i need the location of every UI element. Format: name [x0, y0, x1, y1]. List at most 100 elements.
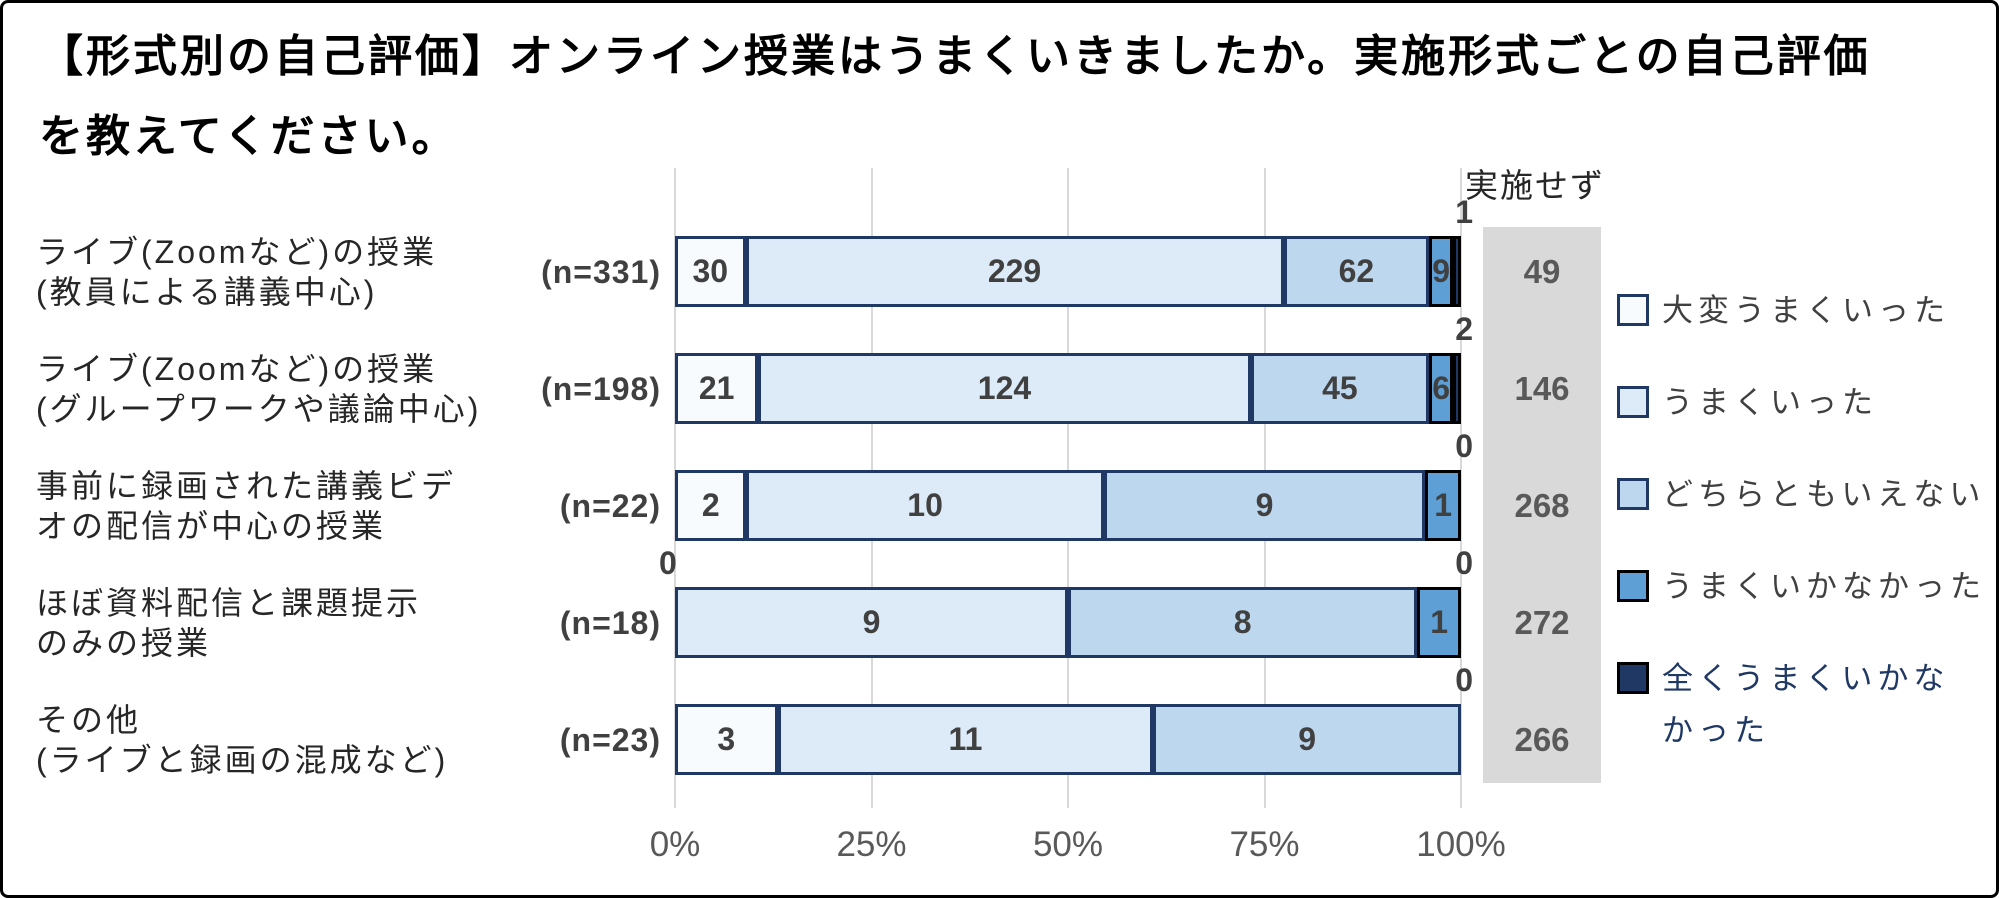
category-label-1: ライブ(Zoomなど)の授業 (教員による講義中心) (n=331)	[36, 232, 661, 312]
legend-item-2: うまくいった	[1617, 377, 1878, 429]
segment-value: 3	[717, 721, 736, 757]
callout-value-right: 0	[1455, 662, 1473, 698]
category-label-5: その他 (ライブと録画の混成など) (n=23)	[36, 700, 661, 780]
not-implemented-value: 146	[1514, 369, 1570, 407]
segment-value: 21	[698, 370, 735, 406]
bar-segment: 10	[746, 470, 1104, 541]
chart-title-line2: を教えてください。	[39, 112, 459, 161]
x-tick-0%: 0%	[649, 825, 701, 864]
gridline-100	[1460, 168, 1462, 808]
not-implemented-column	[1483, 227, 1601, 783]
category-label-line: ライブ(Zoomなど)の授業	[36, 350, 438, 387]
legend-label: うまくいかなかった	[1662, 569, 1986, 604]
bar-segment: 9	[1153, 704, 1461, 775]
callout-value-right: 0	[1455, 428, 1473, 464]
callout-value-right: 1	[1455, 194, 1473, 230]
x-tick-100%: 100%	[1416, 825, 1506, 864]
legend-item-3: どちらともいえない	[1617, 469, 1985, 521]
category-label-line: ライブ(Zoomなど)の授業	[36, 233, 438, 270]
x-tick-25%: 25%	[836, 825, 907, 864]
sample-size-label: (n=198)	[541, 370, 661, 407]
bar-segment: 1	[1425, 470, 1461, 541]
category-label-line: オの配信が中心の授業	[36, 507, 387, 544]
category-label-lines: 事前に録画された講義ビデ オの配信が中心の授業	[36, 466, 456, 546]
bar-segment: 11	[777, 704, 1154, 775]
sample-size-label: (n=18)	[559, 604, 661, 641]
legend-swatch	[1617, 478, 1649, 510]
bar-segment: 6	[1429, 353, 1454, 424]
segment-value: 1	[1430, 604, 1449, 640]
bar-row-1: 30 229 62 9 1	[675, 194, 1473, 307]
legend-swatch	[1617, 662, 1649, 694]
category-label-4: ほぼ資料配信と課題提示 のみの授業 (n=18)	[36, 583, 661, 663]
not-implemented-value: 49	[1523, 252, 1561, 290]
category-label-line: その他	[36, 701, 142, 738]
segment-value: 10	[907, 487, 943, 523]
segment-value: 8	[1233, 604, 1252, 640]
bar-segment: 2	[675, 470, 747, 541]
bar-segment: 9	[1429, 236, 1453, 307]
category-label-line: のみの授業	[36, 624, 212, 661]
category-label-3: 事前に録画された講義ビデ オの配信が中心の授業 (n=22)	[36, 466, 661, 546]
segment-value: 124	[977, 370, 1032, 406]
not-implemented-value: 268	[1514, 486, 1570, 524]
bar-segment: 21	[675, 353, 759, 424]
bar-row-3: 2 10 9 1 0	[675, 428, 1473, 541]
segment-value: 45	[1322, 370, 1358, 406]
category-label-line: ほぼ資料配信と課題提示	[36, 584, 422, 621]
segment-value: 9	[1255, 487, 1274, 523]
category-label-lines: その他 (ライブと録画の混成など)	[36, 700, 448, 780]
category-label-lines: ライブ(Zoomなど)の授業 (グループワークや議論中心)	[36, 349, 481, 429]
chart-title: 【形式別の自己評価】オンライン授業はうまくいきましたか。実施形式ごとの自己評価 …	[39, 17, 1871, 177]
bar-segment	[1453, 236, 1461, 307]
segment-value: 1	[1434, 487, 1452, 523]
bar-segment: 229	[745, 236, 1284, 307]
plot-area: 30 229 62 9 1 21 124 45 6 2 2 10 9 1 0 9 8 1 0 0 3 11 9 0	[659, 168, 1473, 808]
category-label-2: ライブ(Zoomなど)の授業 (グループワークや議論中心) (n=198)	[36, 349, 661, 429]
segment-value: 229	[987, 253, 1042, 289]
x-tick-50%: 50%	[1032, 825, 1104, 864]
not-implemented-header: 実施せず	[1465, 167, 1605, 204]
sample-size-label: (n=23)	[559, 721, 661, 758]
bar-segment: 45	[1250, 353, 1430, 424]
category-label-lines: ライブ(Zoomなど)の授業 (教員による講義中心)	[36, 232, 437, 312]
x-tick-75%: 75%	[1229, 825, 1300, 864]
not-implemented-value: 266	[1514, 720, 1570, 758]
sample-size-label: (n=22)	[559, 487, 661, 524]
bar-segment: 62	[1283, 236, 1430, 307]
bar-segment: 3	[675, 704, 778, 775]
category-label-line: (グループワークや議論中心)	[36, 390, 482, 427]
bar-row-2: 21 124 45 6 2	[675, 311, 1473, 424]
legend-item-1: 大変うまくいった	[1617, 285, 1950, 337]
segment-value: 6	[1432, 370, 1450, 406]
category-label-line: 事前に録画された講義ビデ	[36, 467, 457, 504]
legend-item-5: 全くうまくいかな かった	[1617, 653, 1949, 757]
category-label-lines: ほぼ資料配信と課題提示 のみの授業	[36, 583, 421, 663]
legend-swatch	[1617, 386, 1649, 418]
category-label-line: (教員による講義中心)	[36, 273, 378, 310]
bar-segment: 124	[758, 353, 1251, 424]
callout-value-right: 0	[1455, 545, 1473, 581]
bar-segment: 1	[1417, 587, 1461, 658]
segment-value: 9	[1432, 253, 1450, 289]
bar-segment: 9	[675, 587, 1068, 658]
legend-item-4: うまくいかなかった	[1617, 561, 1986, 613]
callout-value-right: 2	[1455, 311, 1473, 347]
bar-segment	[1453, 353, 1462, 424]
legend-label: どちらともいえない	[1662, 477, 1986, 512]
legend-label: うまくいった	[1662, 385, 1878, 420]
legend-label: 大変うまくいった	[1662, 293, 1950, 328]
bar-segment: 9	[1103, 470, 1426, 541]
legend-label: 全くうまくいかな かった	[1662, 661, 1950, 748]
not-implemented-value: 272	[1514, 603, 1570, 641]
segment-value: 9	[1298, 721, 1317, 757]
callout-value-left: 0	[659, 545, 677, 581]
segment-value: 30	[692, 253, 729, 289]
legend-swatch	[1617, 570, 1649, 602]
chart-title-line1: 【形式別の自己評価】オンライン授業はうまくいきましたか。実施形式ごとの自己評価	[39, 32, 1871, 81]
bar-segment: 8	[1068, 587, 1418, 658]
category-label-line: (ライブと録画の混成など)	[36, 741, 449, 778]
bar-segment: 30	[675, 236, 746, 307]
